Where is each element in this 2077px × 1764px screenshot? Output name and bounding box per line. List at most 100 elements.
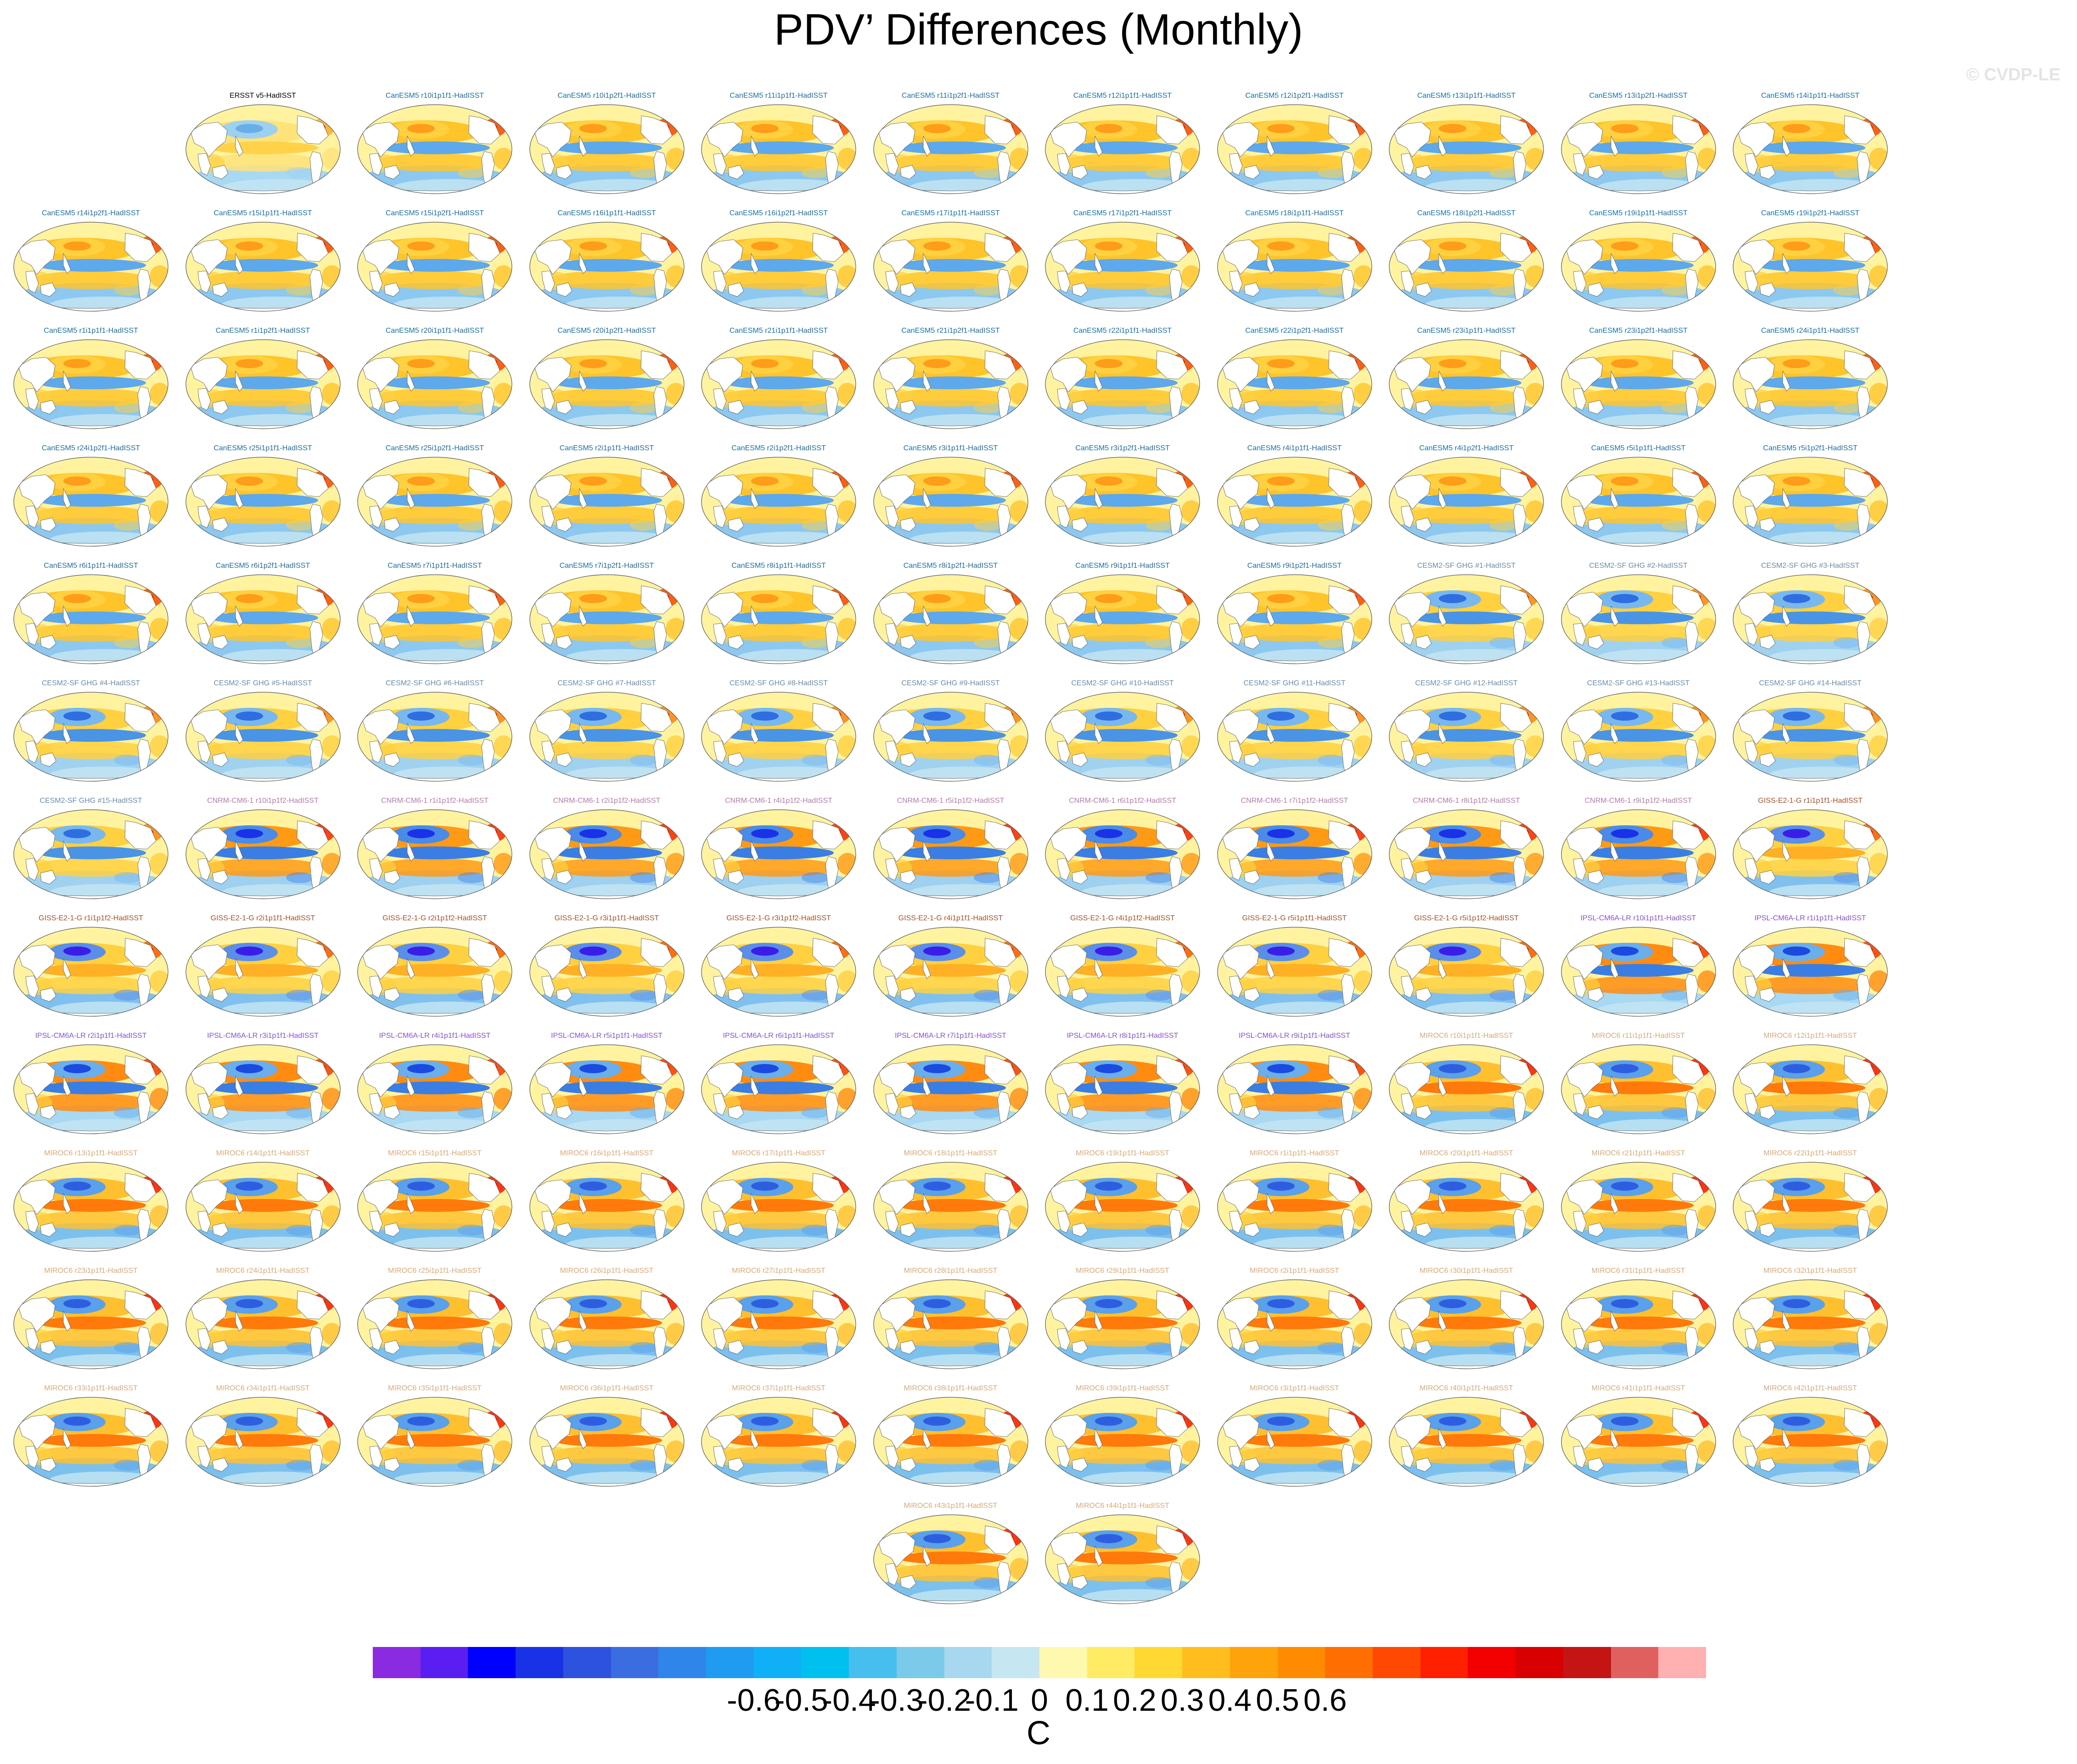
colorbar-tick-label: 0.6 — [1303, 1683, 1347, 1718]
map-panel-field — [1733, 1162, 1888, 1252]
map-panel-label: MIROC6 r29i1p1f1-HadISST — [1076, 1267, 1169, 1275]
map-panel: CNRM-CM6-1 r6i1p1f2-HadISST — [1038, 797, 1207, 903]
map-panel-field — [1045, 1514, 1200, 1604]
map-panel-field — [873, 1397, 1028, 1487]
map-panel-field — [1389, 104, 1544, 194]
map-panel: MIROC6 r30i1p1f1-HadISST — [1381, 1267, 1551, 1373]
map-panel-label: CESM2-SF GHG #13-HadISST — [1587, 679, 1690, 687]
map-panel-label: CanESM5 r7i1p1f1-HadISST — [387, 562, 482, 570]
map-panel: IPSL-CM6A-LR r1i1p1f1-HadISST — [1725, 914, 1895, 1021]
map-panel-label: CanESM5 r18i1p2f1-HadISST — [1417, 209, 1516, 217]
map-panel-label: CESM2-SF GHG #11-HadISST — [1243, 679, 1346, 687]
map-panel-label: GISS-E2-1-G r2i1p1f1-HadISST — [210, 914, 315, 922]
map-panel-field — [1733, 692, 1888, 782]
map-panel: MIROC6 r15i1p1f1-HadISST — [350, 1149, 520, 1256]
map-panel-field — [529, 692, 685, 782]
map-panel-label: CanESM5 r8i1p1f1-HadISST — [731, 562, 826, 570]
map-panel-field — [873, 339, 1028, 429]
map-panel-field — [185, 692, 341, 782]
map-panel-label: GISS-E2-1-G r3i1p1f1-HadISST — [554, 914, 659, 922]
map-panel-field — [13, 1162, 168, 1252]
map-panel-field — [1045, 1162, 1200, 1252]
map-panel-label: CanESM5 r17i1p2f1-HadISST — [1073, 209, 1172, 217]
map-panel: CESM2-SF GHG #14-HadISST — [1725, 679, 1895, 786]
map-panel-label: MIROC6 r33i1p1f1-HadISST — [44, 1384, 138, 1392]
map-panel-field — [13, 222, 168, 312]
map-panel-label: GISS-E2-1-G r4i1p1f2-HadISST — [1070, 914, 1175, 922]
map-panel-label: CESM2-SF GHG #5-HadISST — [213, 679, 312, 687]
map-panel-field — [1217, 222, 1372, 312]
map-panel-label: IPSL-CM6A-LR r3i1p1f1-HadISST — [207, 1032, 319, 1040]
map-panel-field — [529, 104, 685, 194]
map-panel: CESM2-SF GHG #13-HadISST — [1554, 679, 1723, 786]
map-panel: MIROC6 r3i1p1f1-HadISST — [1210, 1384, 1380, 1491]
map-panel: MIROC6 r44i1p1f1-HadISST — [1038, 1502, 1207, 1608]
map-panel-label: CanESM5 r6i1p1f1-HadISST — [44, 562, 138, 570]
map-panel: CanESM5 r14i1p1f1-HadISST — [1725, 92, 1895, 198]
map-panel-field — [529, 1162, 685, 1252]
map-panel-field — [1733, 457, 1888, 547]
map-panel-label: MIROC6 r39i1p1f1-HadISST — [1076, 1384, 1169, 1392]
map-panel: CanESM5 r18i1p1f1-HadISST — [1210, 209, 1380, 316]
map-panel-field — [873, 1279, 1028, 1369]
colorbar-tick-label: 0.3 — [1160, 1683, 1204, 1718]
map-panel: MIROC6 r28i1p1f1-HadISST — [866, 1267, 1036, 1373]
page-title: PDV’ Differences (Monthly) — [774, 5, 1303, 54]
map-panel-label: MIROC6 r2i1p1f1-HadISST — [1250, 1267, 1339, 1275]
map-panel: MIROC6 r31i1p1f1-HadISST — [1554, 1267, 1723, 1373]
map-panel-field — [1561, 809, 1716, 899]
map-panel-label: CanESM5 r14i1p1f1-HadISST — [1761, 92, 1860, 100]
map-panel: MIROC6 r26i1p1f1-HadISST — [522, 1267, 692, 1373]
map-panel-label: CanESM5 r8i1p2f1-HadISST — [903, 562, 998, 570]
map-panel-label: CNRM-CM6-1 r6i1p1f2-HadISST — [1069, 797, 1176, 805]
map-panel: MIROC6 r43i1p1f1-HadISST — [866, 1502, 1036, 1608]
map-panel-label: ERSST v5-HadISST — [230, 92, 296, 100]
map-panel-label: CanESM5 r25i1p1f1-HadISST — [213, 444, 312, 452]
map-panel-label: CESM2-SF GHG #4-HadISST — [41, 679, 140, 687]
map-panel-label: MIROC6 r25i1p1f1-HadISST — [388, 1267, 482, 1275]
map-panel-field — [1561, 1397, 1716, 1487]
map-panel: CanESM5 r5i1p1f1-HadISST — [1554, 444, 1723, 551]
map-panel: CanESM5 r14i1p2f1-HadISST — [6, 209, 176, 316]
map-panel-field — [1561, 104, 1716, 194]
map-panel-field — [185, 1397, 341, 1487]
map-panel: MIROC6 r23i1p1f1-HadISST — [6, 1267, 176, 1373]
map-panel: GISS-E2-1-G r3i1p1f1-HadISST — [522, 914, 692, 1021]
map-panel-field — [701, 1162, 856, 1252]
map-panel: CanESM5 r7i1p2f1-HadISST — [522, 562, 692, 668]
map-panel-label: IPSL-CM6A-LR r5i1p1f1-HadISST — [551, 1032, 662, 1040]
map-panel: CNRM-CM6-1 r2i1p1f2-HadISST — [522, 797, 692, 903]
colorbar-tick-label: -0.6 — [727, 1683, 781, 1718]
map-panel: CNRM-CM6-1 r9i1p1f2-HadISST — [1554, 797, 1723, 903]
map-panel-field — [1389, 574, 1544, 664]
map-panel: CESM2-SF GHG #10-HadISST — [1038, 679, 1207, 786]
map-panel-field — [1045, 1279, 1200, 1369]
map-panel-field — [701, 1279, 856, 1369]
map-panel-label: CanESM5 r18i1p1f1-HadISST — [1245, 209, 1344, 217]
map-panel-label: MIROC6 r24i1p1f1-HadISST — [216, 1267, 310, 1275]
map-panel-field — [701, 457, 856, 547]
colorbar-tick-label: -0.1 — [965, 1683, 1019, 1718]
map-panel-field — [185, 1279, 341, 1369]
map-panel: CESM2-SF GHG #8-HadISST — [694, 679, 864, 786]
map-panel-field — [1561, 1044, 1716, 1134]
map-panel-field — [1045, 1044, 1200, 1134]
map-panel-label: GISS-E2-1-G r5i1p1f2-HadISST — [1414, 914, 1519, 922]
map-panel-field — [13, 339, 168, 429]
map-panel-label: CNRM-CM6-1 r10i1p1f2-HadISST — [207, 797, 319, 805]
colorbar-tick-label: 0 — [1031, 1683, 1048, 1718]
map-panel-field — [1733, 574, 1888, 664]
colorbar-box — [373, 1647, 421, 1678]
map-panel-label: MIROC6 r19i1p1f1-HadISST — [1076, 1149, 1169, 1157]
map-panel: GISS-E2-1-G r5i1p1f2-HadISST — [1381, 914, 1551, 1021]
map-panel-label: CanESM5 r2i1p2f1-HadISST — [731, 444, 826, 452]
colorbar-box — [1420, 1647, 1468, 1678]
map-panel-label: CanESM5 r12i1p2f1-HadISST — [1245, 92, 1344, 100]
map-panel-field — [701, 222, 856, 312]
map-panel-field — [1733, 339, 1888, 429]
map-panel: CanESM5 r4i1p2f1-HadISST — [1381, 444, 1551, 551]
map-panel-field — [873, 222, 1028, 312]
map-panel-label: MIROC6 r1i1p1f1-HadISST — [1250, 1149, 1339, 1157]
map-panel-label: MIROC6 r18i1p1f1-HadISST — [904, 1149, 998, 1157]
map-panel-field — [701, 809, 856, 899]
